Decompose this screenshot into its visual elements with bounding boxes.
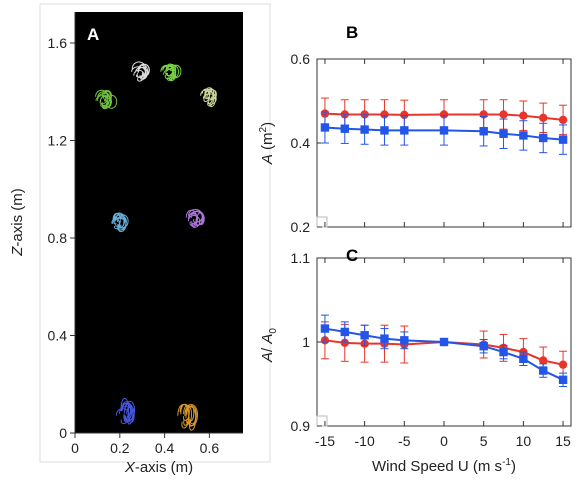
a-y-tick-label: 0.4 (48, 328, 68, 344)
x-tick-label: 5 (480, 433, 488, 449)
data-point (499, 129, 508, 138)
data-point (320, 324, 330, 333)
data-point (320, 123, 330, 132)
data-point (539, 113, 548, 123)
x-tick-label: 10 (516, 433, 532, 449)
data-point (400, 336, 409, 345)
a-x-tick-label: 0 (71, 440, 79, 456)
y-tick-label: 1.1 (291, 250, 311, 266)
trajectory-cluster (111, 212, 129, 233)
panel-b-corner-mark (316, 216, 328, 228)
a-y-tick-label: 0.8 (48, 230, 68, 246)
data-point (380, 110, 389, 119)
y-tick-label: 1 (302, 334, 310, 350)
a-x-tick-label: 0.6 (200, 440, 220, 456)
data-point (400, 126, 409, 135)
y-tick-label: 0.9 (291, 418, 311, 434)
x-tick-label: -15 (315, 433, 335, 449)
a-y-tick-label: 1.2 (48, 133, 68, 149)
panel-b-ylabel: A (m2) (258, 122, 276, 165)
data-point (539, 366, 548, 375)
data-point (539, 356, 548, 365)
data-point (360, 125, 369, 134)
a-y-tick-label: 1.6 (48, 35, 68, 51)
panel-c-corner-mark (316, 415, 328, 427)
data-point (558, 115, 568, 125)
data-point (439, 126, 449, 135)
data-point (519, 111, 528, 120)
panel-a-ylabel: Z-axis (m) (9, 188, 26, 257)
data-point (558, 375, 568, 384)
trajectory-cluster (177, 403, 199, 431)
ticks-a: 0 0.2 0.4 0.6 0 0.4 0.8 1.2 1.6 (48, 12, 243, 456)
data-point (340, 338, 349, 348)
data-point (340, 327, 349, 337)
a-y-tick-label: 0 (59, 425, 67, 441)
data-point (519, 354, 528, 363)
trajectory-cluster (160, 63, 182, 82)
plot-c: 0.9 1 1.1 -15 -10 -5 0 5 10 15 (291, 250, 572, 449)
data-point (439, 337, 449, 347)
trajectory-cluster (95, 89, 118, 110)
clusters-a (95, 61, 217, 431)
data-point (380, 334, 389, 343)
panel-c: 0.9 1 1.1 -15 -10 -5 0 5 10 15 C A/ A0 Wind Speed… (259, 246, 572, 475)
data-point (400, 110, 409, 120)
data-point (439, 110, 449, 119)
x-tick-label: -5 (398, 433, 411, 449)
data-point (479, 127, 488, 136)
trajectory-cluster (185, 209, 205, 228)
data-point (539, 133, 548, 143)
trajectory-cluster (200, 87, 217, 107)
trajectory-cluster (115, 397, 136, 425)
data-point (380, 126, 389, 135)
data-point (558, 360, 568, 369)
trajectory-cluster (131, 61, 150, 82)
panel-a-plot-area (75, 12, 243, 433)
y-tick-label: 0.6 (291, 51, 311, 67)
panel-a: 0 0.2 0.4 0.6 0 0.4 0.8 1.2 1.6 A X-axis (m) Z-a… (9, 3, 271, 476)
panel-c-ylabel: A/ A0 (259, 328, 279, 363)
x-tick-label: 15 (555, 433, 571, 449)
data-point (499, 110, 508, 119)
x-tick-label: 0 (440, 433, 448, 449)
data-point (519, 131, 528, 140)
x-tick-label: -10 (355, 433, 375, 449)
panel-c-label: C (346, 246, 358, 265)
data-point (360, 331, 369, 340)
a-x-tick-label: 0.4 (155, 440, 175, 456)
data-point (499, 347, 508, 357)
a-x-tick-label: 0.2 (110, 440, 130, 456)
panel-c-xlabel: Wind Speed U (m s-1) (372, 457, 516, 475)
plot-b: 0.2 0.4 0.6 (291, 51, 568, 235)
data-point (558, 135, 568, 144)
panel-b: 0.2 0.4 0.6 B A (m2) (258, 23, 572, 235)
panel-a-label: A (87, 25, 99, 44)
y-tick-label: 0.4 (291, 135, 311, 151)
data-point (479, 342, 488, 351)
panel-b-label: B (346, 23, 358, 42)
y-tick-label: 0.2 (291, 219, 311, 235)
data-point (340, 124, 349, 133)
panel-a-xlabel: X-axis (m) (124, 459, 193, 476)
